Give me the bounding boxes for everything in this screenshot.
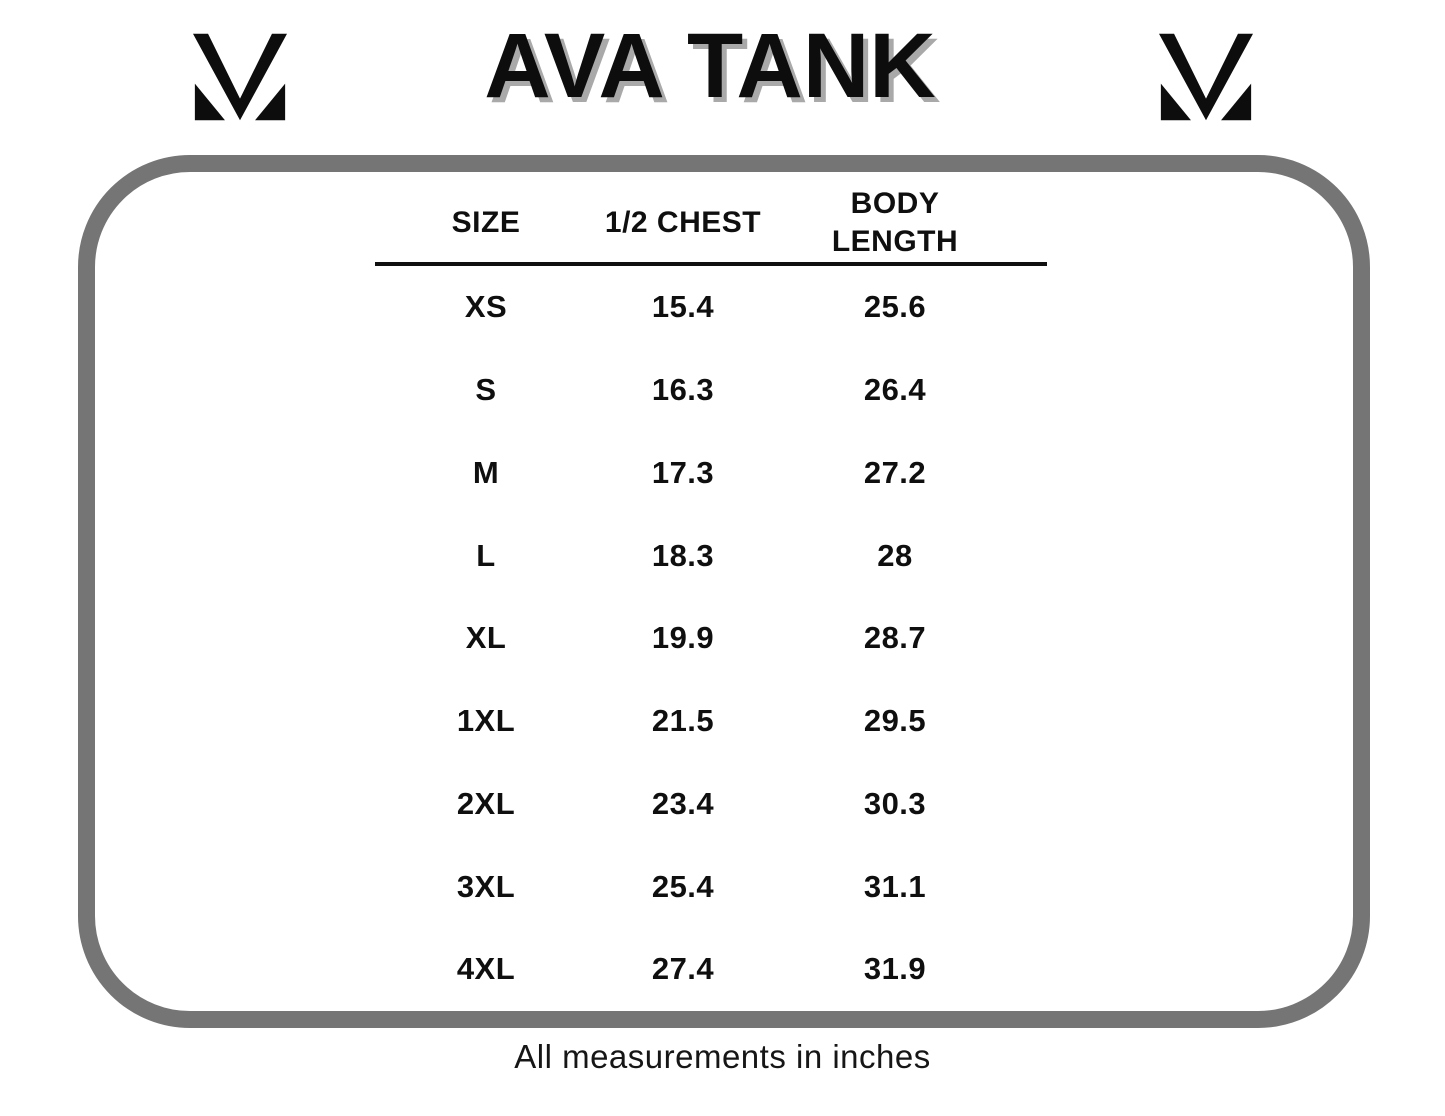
cell-size: L	[476, 537, 496, 573]
cell-body-length: 25.6	[863, 289, 927, 325]
cell-half-chest: 23.4	[651, 785, 715, 821]
table-row: XS 15.4 25.6	[375, 266, 1047, 349]
cell-size: 4XL	[456, 951, 516, 987]
table-body: XS 15.4 25.6 S 16.3 26.4 M 17.3 27.2 L 1…	[375, 266, 1047, 1011]
cell-half-chest: 19.9	[651, 620, 715, 656]
table-row: XL 19.9 28.7	[375, 597, 1047, 680]
cell-body-length: 28	[877, 537, 913, 573]
cell-size: M	[472, 454, 500, 490]
cell-body-length: 31.1	[863, 868, 927, 904]
column-header-body-length: BODY LENGTH	[831, 187, 959, 258]
cell-half-chest: 16.3	[651, 372, 715, 408]
cell-body-length: 28.7	[863, 620, 927, 656]
column-header-size: SIZE	[451, 206, 521, 239]
chart-frame	[78, 155, 1370, 1028]
table-row: 3XL 25.4 31.1	[375, 845, 1047, 928]
cell-size: S	[475, 372, 497, 408]
table-row: 2XL 23.4 30.3	[375, 763, 1047, 846]
table-row: M 17.3 27.2	[375, 432, 1047, 515]
size-table: SIZE 1/2 CHEST BODY LENGTH	[375, 172, 1047, 264]
page-title: AVA TANK	[484, 15, 936, 117]
cell-size: XS	[464, 289, 508, 325]
cell-half-chest: 27.4	[651, 951, 715, 987]
table-row: 4XL 27.4 31.9	[375, 928, 1047, 1011]
cell-size: 1XL	[456, 703, 516, 739]
header-divider-line	[375, 262, 1047, 266]
cell-body-length: 26.4	[863, 372, 927, 408]
cell-size: 3XL	[456, 868, 516, 904]
cell-half-chest: 17.3	[651, 454, 715, 490]
table-row: 1XL 21.5 29.5	[375, 680, 1047, 763]
mv-monogram-icon	[1159, 33, 1253, 121]
measurement-units-note: All measurements in inches	[514, 1038, 931, 1075]
mv-monogram-icon	[193, 33, 287, 121]
cell-half-chest: 25.4	[651, 868, 715, 904]
cell-body-length: 27.2	[863, 454, 927, 490]
cell-body-length: 29.5	[863, 703, 927, 739]
column-header-half-chest: 1/2 CHEST	[604, 206, 762, 239]
cell-size: 2XL	[456, 785, 516, 821]
cell-size: XL	[465, 620, 507, 656]
cell-half-chest: 21.5	[651, 703, 715, 739]
table-header-row: SIZE 1/2 CHEST BODY LENGTH	[375, 172, 1047, 264]
cell-half-chest: 18.3	[651, 537, 715, 573]
cell-half-chest: 15.4	[651, 289, 715, 325]
cell-body-length: 30.3	[863, 785, 927, 821]
table-row: L 18.3 28	[375, 514, 1047, 597]
cell-body-length: 31.9	[863, 951, 927, 987]
table-row: S 16.3 26.4	[375, 349, 1047, 432]
